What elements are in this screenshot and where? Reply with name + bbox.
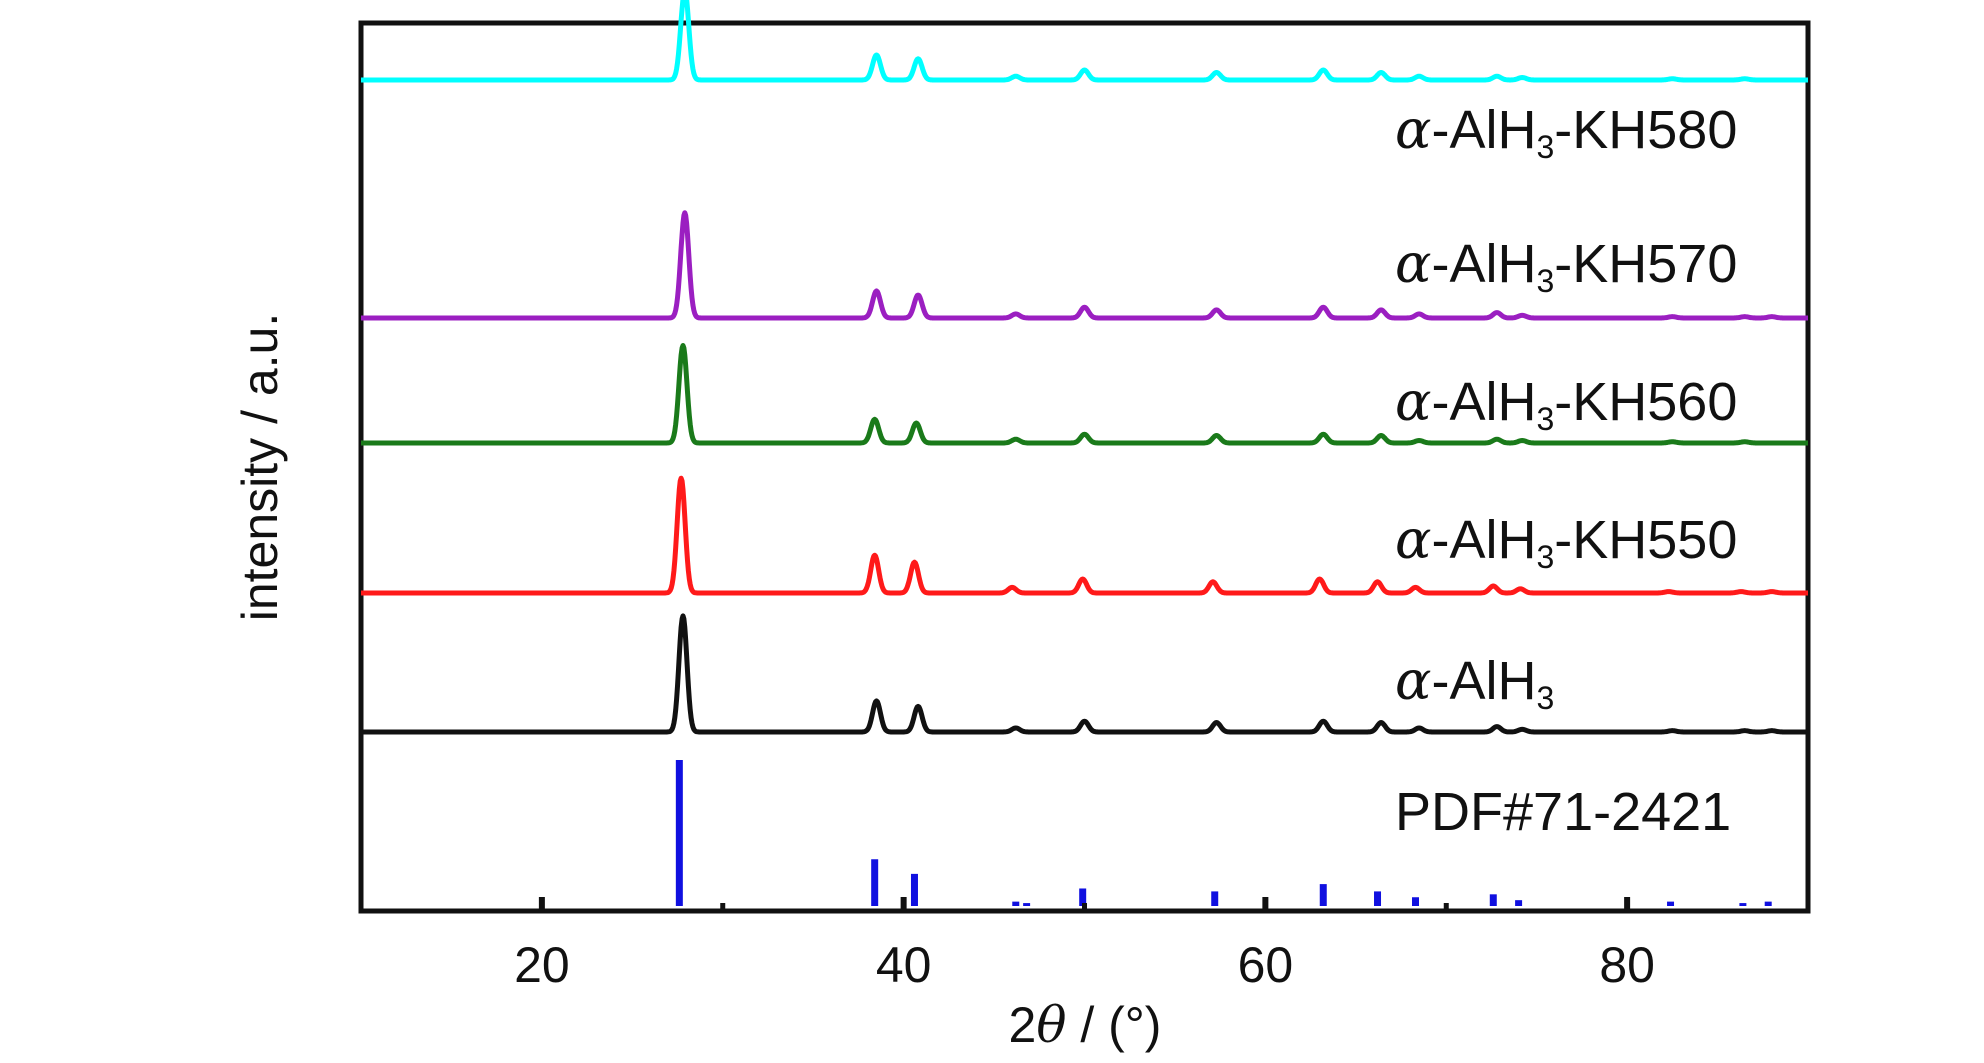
x-axis-title-prefix: 2 xyxy=(1009,997,1037,1053)
x-tick-label: 40 xyxy=(876,937,932,993)
x-axis-title-symbol: θ xyxy=(1036,996,1066,1054)
series-layer xyxy=(359,0,1810,735)
series-label: α-AlH3-KH550 xyxy=(1395,508,1737,575)
series-line xyxy=(359,613,1810,735)
reference-label: PDF#71-2421 xyxy=(1395,782,1731,842)
series-line xyxy=(359,210,1810,321)
label-layer: α-AlH3-KH580 α-AlH3-KH570 α-AlH3-KH560 α-Al… xyxy=(1395,98,1737,842)
series-label: α-AlH3-KH570 xyxy=(1395,232,1737,299)
series-label: α-AlH3 xyxy=(1395,649,1554,716)
series-line xyxy=(359,343,1810,446)
x-axis-title-suffix: / (°) xyxy=(1066,997,1161,1053)
x-tick-label: 60 xyxy=(1238,937,1294,993)
reference-layer xyxy=(675,760,1772,906)
x-axis-title: 2θ / (°) xyxy=(1009,996,1162,1054)
x-tick-label: 80 xyxy=(1599,937,1655,993)
series-label: α-AlH3-KH560 xyxy=(1395,370,1737,437)
tick-layer: 20 40 60 80 xyxy=(514,897,1655,993)
series-line xyxy=(359,0,1810,83)
x-tick-label: 20 xyxy=(514,937,570,993)
series-label: α-AlH3-KH580 xyxy=(1395,98,1737,165)
series-line xyxy=(359,475,1810,596)
y-axis-title: intensity / a.u. xyxy=(232,313,288,622)
